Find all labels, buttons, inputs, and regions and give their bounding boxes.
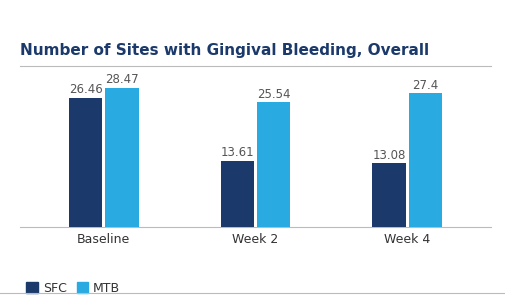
Text: 25.54: 25.54 — [257, 88, 290, 101]
Text: 27.4: 27.4 — [412, 79, 438, 92]
Bar — [408, 93, 441, 227]
Bar — [105, 88, 138, 227]
Bar — [257, 102, 290, 227]
Text: 13.61: 13.61 — [220, 146, 254, 159]
Text: 13.08: 13.08 — [372, 149, 405, 162]
Bar — [220, 161, 254, 227]
Text: Number of Sites with Gingival Bleeding, Overall: Number of Sites with Gingival Bleeding, … — [20, 43, 429, 58]
Text: 28.47: 28.47 — [105, 74, 138, 86]
Text: 26.46: 26.46 — [69, 83, 102, 96]
Legend: SFC, MTB: SFC, MTB — [26, 282, 120, 295]
Bar — [69, 98, 102, 227]
Bar — [372, 163, 405, 227]
